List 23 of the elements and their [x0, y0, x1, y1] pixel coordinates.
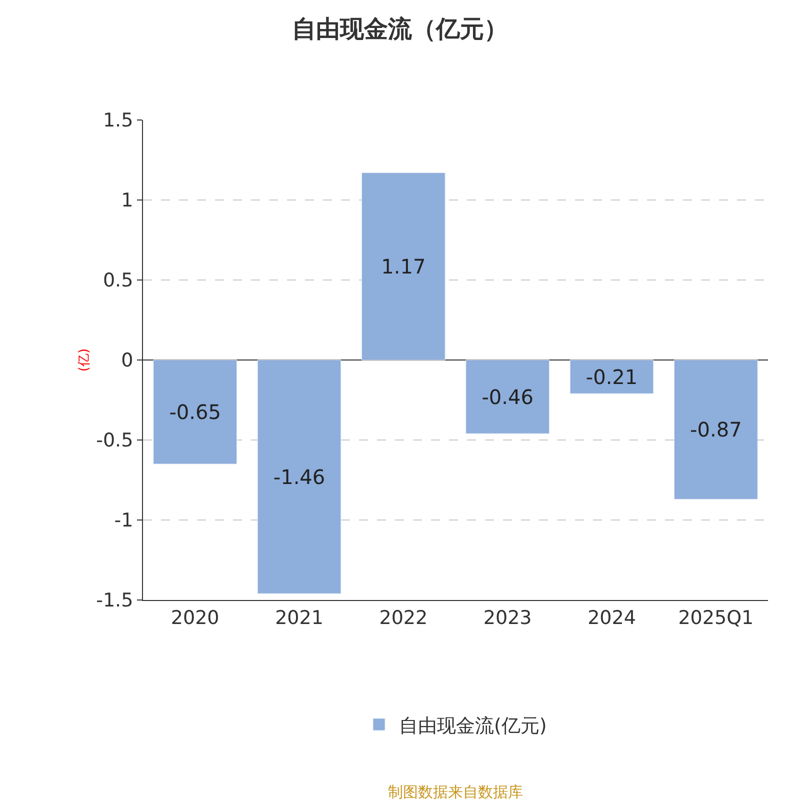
x-tick-label: 2020: [170, 606, 220, 629]
data-label: -1.46: [273, 464, 326, 489]
chart-title: 自由现金流（亿元）: [292, 14, 508, 43]
legend-label: 自由现金流(亿元): [399, 714, 547, 737]
x-tick-label: 2021: [275, 606, 324, 629]
x-tick-label: 2023: [483, 606, 532, 629]
data-label: -0.87: [690, 418, 742, 442]
x-tick-label: 2025Q1: [678, 606, 754, 629]
data-label: -0.65: [169, 400, 221, 424]
data-label: -0.21: [586, 364, 638, 389]
data-label: 1.17: [381, 254, 426, 278]
y-axis-title: (亿): [77, 348, 92, 372]
data-label: -0.46: [482, 384, 534, 409]
y-tick-label: -0.5: [96, 430, 134, 452]
y-tick-label: -1: [114, 510, 134, 532]
y-tick-label: -1.5: [96, 590, 134, 612]
y-tick-label: 0: [121, 350, 134, 372]
x-tick-label: 2022: [379, 606, 428, 629]
text: 制图数据来自数据库: [388, 783, 523, 800]
y-tick-label: 0.5: [102, 270, 134, 292]
y-tick-label: 1: [121, 190, 134, 212]
y-tick-label: 1.5: [102, 110, 134, 132]
x-tick-label: 2024: [588, 606, 636, 629]
